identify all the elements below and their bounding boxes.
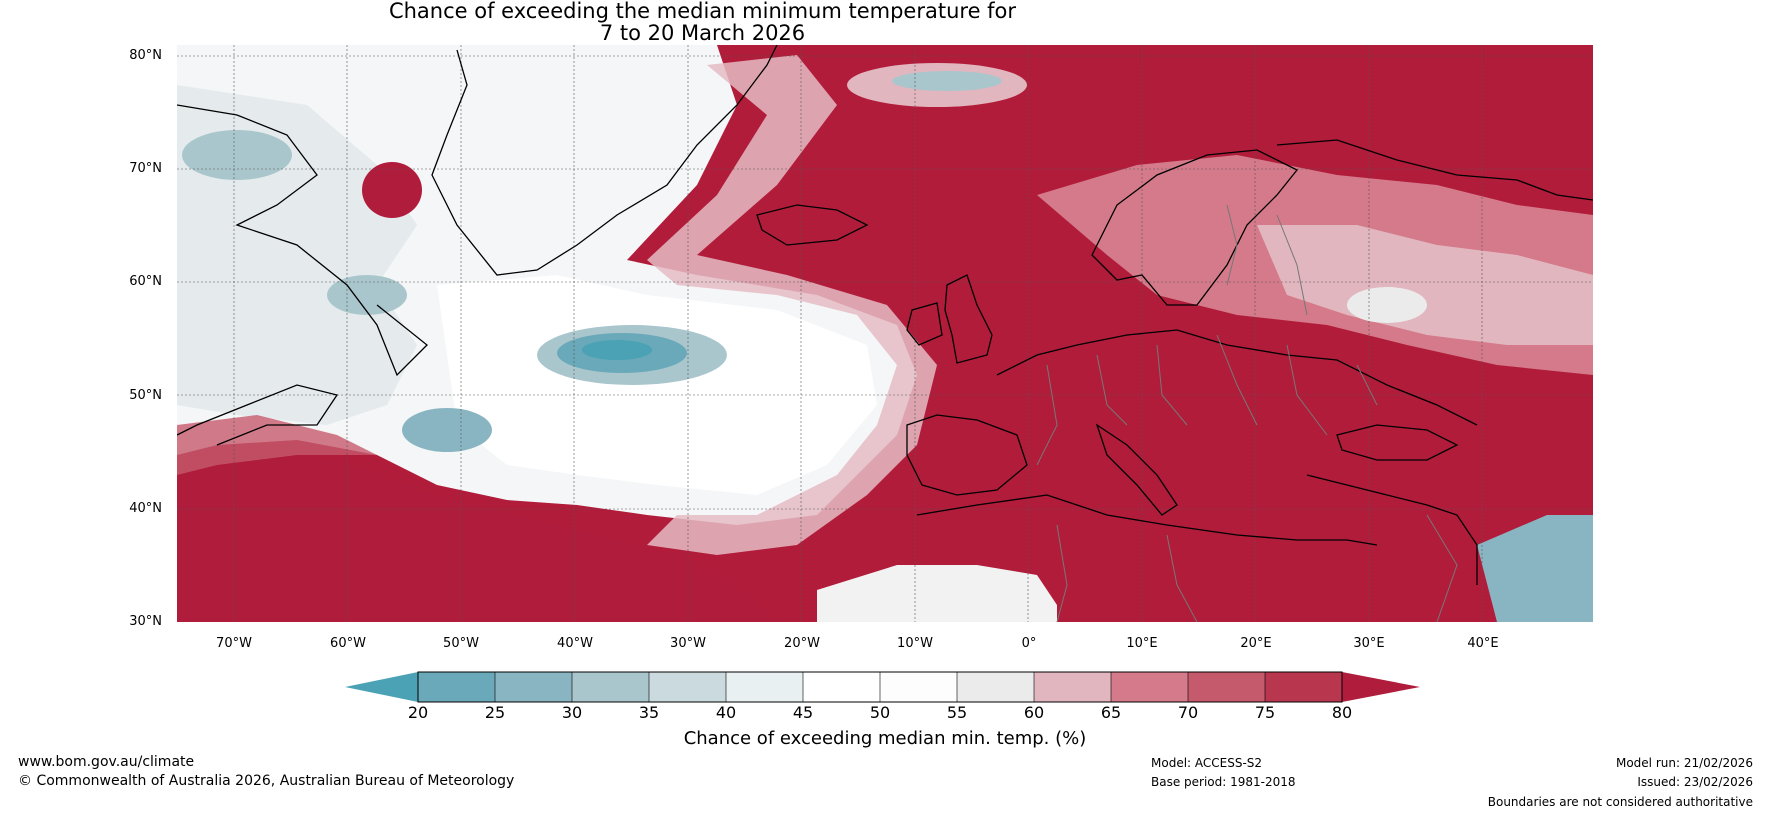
lon-label-50w: 50°W [443, 636, 479, 651]
warm-anomaly-baffin [362, 162, 422, 218]
coastline-northern-russia [1276, 139, 1593, 201]
probability-map [177, 45, 1593, 622]
colorbar [345, 671, 1420, 703]
coastline-italy [1095, 423, 1178, 516]
colorbar-segment [1188, 672, 1266, 702]
colorbar-tick-70: 70 [1177, 703, 1199, 722]
warm-region-southwest [177, 445, 777, 622]
light-pink-band-atlantic [647, 55, 937, 555]
lat-label-80n: 80°N [129, 48, 162, 63]
coastline-ireland [906, 302, 943, 346]
lat-label-40n: 40°N [129, 501, 162, 516]
map-panel [177, 45, 1593, 622]
lat-label-30n: 30°N [129, 614, 162, 629]
neutral-region-mid [437, 275, 877, 495]
coastline-britain [944, 274, 993, 364]
coastline-iceland [756, 204, 869, 246]
colorbar-outline [417, 671, 1343, 703]
colorbar-segment [418, 672, 496, 702]
colorbar-segment [726, 672, 804, 702]
coastline-scandinavia [1091, 149, 1299, 306]
colorbar-tick-35: 35 [638, 703, 660, 722]
footer-model-run: Model run: 21/02/2026 [1615, 756, 1753, 770]
light-pink-region-russia [1257, 225, 1593, 345]
map-title-line-1: Chance of exceeding the median minimum t… [388, 0, 1017, 23]
lat-label-70n: 70°N [129, 161, 162, 176]
coastline-anatolia-levant [1306, 474, 1478, 585]
cold-anomaly-south [402, 408, 492, 452]
colorbar-tick-65: 65 [1100, 703, 1122, 722]
coastline-greenland [431, 45, 778, 276]
colorbar-tick-45: 45 [792, 703, 814, 722]
colorbar-extend-low [345, 672, 418, 702]
coastline-black-sea [1336, 424, 1459, 461]
footer-disclaimer: Boundaries are not considered authoritat… [1487, 795, 1753, 809]
lon-label-30e: 30°E [1353, 636, 1385, 651]
lon-label-30w: 30°W [670, 636, 706, 651]
lon-label-70w: 70°W [216, 636, 252, 651]
lon-label-40e: 40°E [1467, 636, 1499, 651]
lat-label-50n: 50°N [129, 388, 162, 403]
coastlines [177, 45, 1593, 585]
colorbar-tick-50: 50 [869, 703, 891, 722]
cold-anomaly-core [582, 340, 652, 360]
colorbar-tick-25: 25 [484, 703, 506, 722]
map-title-line-2: 7 to 20 March 2026 [599, 21, 806, 45]
cold-anomaly-labrador [327, 275, 407, 315]
neutral-patch-russia [1347, 287, 1427, 323]
colorbar-tick-75: 75 [1254, 703, 1276, 722]
colorbar-tick-30: 30 [561, 703, 583, 722]
colorbar-extend-high [1342, 672, 1420, 702]
colorbar-segment [649, 672, 727, 702]
colorbar-segment [957, 672, 1035, 702]
coastline-north-africa [916, 494, 1378, 546]
neutral-region-north-africa [817, 565, 1057, 622]
colorbar-tick-20: 20 [407, 703, 429, 722]
lon-label-10e: 10°E [1126, 636, 1158, 651]
colorbar-tick-40: 40 [715, 703, 737, 722]
colorbar-segment [1034, 672, 1112, 702]
coastline-labrador [177, 384, 339, 446]
lon-label-60w: 60°W [330, 636, 366, 651]
country-borders [1036, 204, 1458, 622]
colorbar-label: Chance of exceeding median min. temp. (%… [683, 728, 1087, 749]
colorbar-segment [803, 672, 881, 702]
coastline-canada [177, 104, 428, 377]
footer-model: Model: ACCESS-S2 [1151, 756, 1263, 770]
cold-anomaly-arctic-canada [182, 130, 292, 180]
footer-copyright: © Commonwealth of Australia 2026, Austra… [18, 773, 515, 789]
colorbar-segment [1111, 672, 1189, 702]
lon-label-10w: 10°W [897, 636, 933, 651]
colorbar-segment [1265, 672, 1343, 702]
coastline-iberia [906, 414, 1028, 496]
colorbar-segment [572, 672, 650, 702]
warm-region-southwest-fringe [177, 415, 377, 475]
colorbar-segment [495, 672, 573, 702]
colorbar-tick-60: 60 [1023, 703, 1045, 722]
cold-patch-svalbard [892, 71, 1002, 91]
footer-issued: Issued: 23/02/2026 [1637, 775, 1753, 789]
colorbar-segment [880, 672, 958, 702]
coastline-western-europe [996, 329, 1478, 426]
lon-label-0: 0° [1021, 636, 1037, 651]
lon-label-20w: 20°W [784, 636, 820, 651]
footer-url: www.bom.gov.au/climate [18, 754, 195, 770]
lon-label-20e: 20°E [1240, 636, 1272, 651]
colorbar-segments [418, 672, 1343, 702]
lat-label-60n: 60°N [129, 274, 162, 289]
cold-region-middle-east [1477, 515, 1593, 622]
lon-label-40w: 40°W [557, 636, 593, 651]
colorbar-tick-80: 80 [1331, 703, 1353, 722]
colorbar-tick-55: 55 [946, 703, 968, 722]
footer-base-period: Base period: 1981-2018 [1151, 775, 1296, 789]
